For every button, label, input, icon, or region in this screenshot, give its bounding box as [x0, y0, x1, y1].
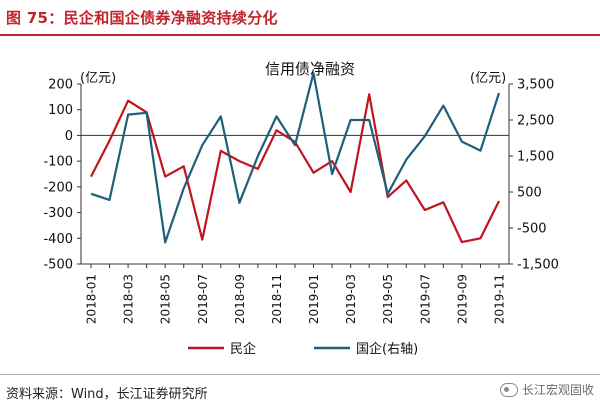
x-tick-label: 2018-01 [85, 274, 99, 324]
x-tick-label: 2019-09 [455, 274, 469, 324]
watermark-text: 长江宏观固收 [521, 383, 594, 397]
x-tick-label: 2018-05 [159, 274, 173, 324]
line-chart: 信用债净融资 (亿元) (亿元) 200 100 0 -100 -200 -300 -400… [43, 60, 559, 357]
left-tick-label: 200 [48, 78, 73, 93]
left-tick-label: -300 [43, 206, 73, 221]
x-tick-label: 2018-11 [270, 274, 284, 324]
figure-title: 图 75：民企和国企债券净融资持续分化 [6, 9, 278, 27]
title-divider [0, 34, 600, 36]
left-tick-label: -500 [43, 258, 73, 273]
watermark: 长江宏观固收 [499, 381, 594, 398]
x-tick-label: 2018-09 [233, 274, 247, 324]
left-tick-label: 100 [48, 103, 73, 118]
right-tick-label: -1,500 [517, 258, 559, 273]
source-note: 资料来源：Wind，长江证券研究所 [6, 387, 208, 402]
left-axis-unit: (亿元) [80, 71, 116, 86]
x-tick-label: 2018-03 [122, 274, 136, 324]
left-tick-label: -200 [43, 180, 73, 195]
x-tick-label: 2019-11 [493, 274, 507, 324]
legend-label-state: 国企(右轴) [356, 341, 418, 357]
series-line-state [90, 72, 501, 244]
footer-divider [0, 374, 600, 375]
left-tick-label: -400 [43, 232, 73, 247]
right-axis-unit: (亿元) [470, 71, 506, 86]
x-tick-label: 2018-07 [196, 274, 210, 324]
legend-label-private: 民企 [230, 341, 256, 357]
chart-title: 信用债净融资 [265, 60, 355, 78]
x-tick-label: 2019-05 [381, 274, 395, 324]
wechat-icon [499, 382, 518, 397]
right-tick-label: 500 [517, 186, 542, 201]
right-tick-label: 3,500 [517, 78, 554, 93]
left-tick-label: -100 [43, 155, 73, 170]
right-tick-label: -500 [517, 222, 547, 237]
left-tick-label: 0 [65, 129, 73, 144]
x-tick-label: 2019-03 [344, 274, 358, 324]
x-tick-label: 2019-01 [307, 274, 321, 324]
x-tick-label: 2019-07 [418, 274, 432, 324]
right-tick-label: 2,500 [517, 114, 554, 129]
right-tick-label: 1,500 [517, 150, 554, 165]
